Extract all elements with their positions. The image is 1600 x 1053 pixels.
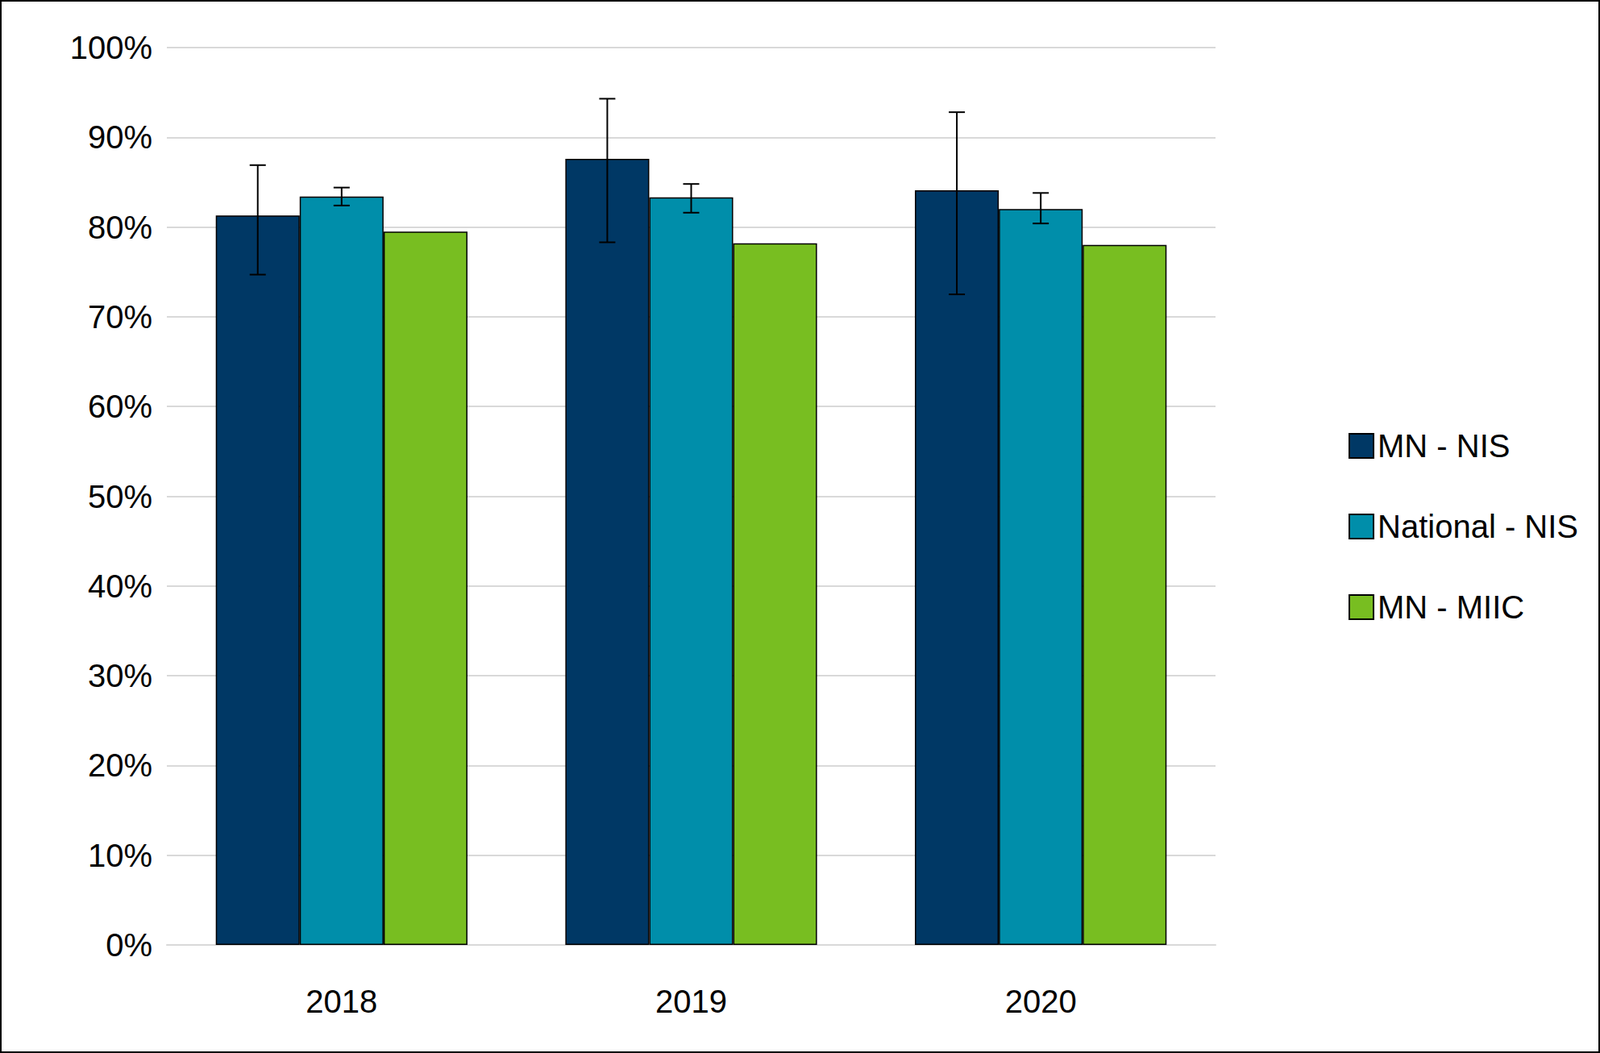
svg-text:National - NIS: National - NIS — [1377, 508, 1579, 545]
svg-text:2018: 2018 — [305, 983, 378, 1019]
svg-text:MN - NIS: MN - NIS — [1377, 428, 1510, 464]
svg-text:40%: 40% — [87, 568, 153, 604]
svg-text:100%: 100% — [70, 29, 153, 66]
svg-text:2020: 2020 — [1005, 983, 1077, 1019]
svg-text:90%: 90% — [87, 119, 153, 155]
svg-text:MN - MIIC: MN - MIIC — [1377, 589, 1525, 625]
svg-text:80%: 80% — [87, 209, 153, 246]
svg-text:60%: 60% — [87, 388, 153, 424]
svg-text:2019: 2019 — [655, 983, 728, 1019]
svg-text:20%: 20% — [87, 747, 153, 783]
svg-text:50%: 50% — [87, 478, 153, 515]
svg-text:0%: 0% — [105, 926, 153, 963]
svg-text:30%: 30% — [87, 657, 153, 694]
svg-text:10%: 10% — [87, 837, 153, 873]
svg-text:70%: 70% — [87, 299, 153, 335]
